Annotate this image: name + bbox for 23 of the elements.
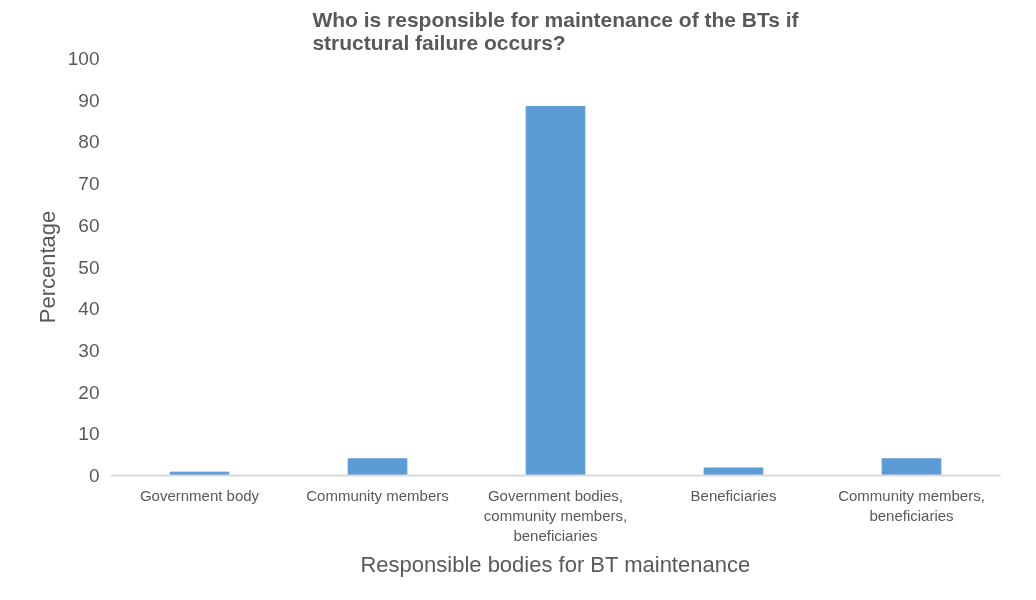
y-tick-label: 40 xyxy=(78,298,100,320)
x-tick-label: Community members, beneficiaries xyxy=(838,486,985,524)
bar xyxy=(881,458,942,476)
y-tick-label: 0 xyxy=(88,465,100,486)
x-axis-title: Responsible bodies for BT maintenance xyxy=(360,552,751,578)
y-tick-label: 80 xyxy=(78,131,100,153)
bar xyxy=(703,467,764,476)
chart-title: Who is responsible for maintenance of the BTs if structural failure occurs? xyxy=(312,7,800,54)
y-tick-label: 100 xyxy=(67,48,100,69)
y-tick-label: 30 xyxy=(78,339,100,361)
y-axis-title: Percentage xyxy=(34,210,60,324)
y-tick-label: 60 xyxy=(78,214,100,236)
y-tick-label: 70 xyxy=(78,173,100,195)
x-tick-label: Government bodies, community members, beneficiaries xyxy=(483,486,628,545)
y-tick-label: 20 xyxy=(78,381,100,403)
bar xyxy=(347,458,408,476)
x-tick-label: Beneficiaries xyxy=(690,486,777,504)
x-tick-label: Community members xyxy=(306,486,449,504)
bar xyxy=(525,105,586,476)
y-tick-label: 50 xyxy=(78,256,100,278)
x-tick-label: Government body xyxy=(139,486,260,504)
y-tick-label: 90 xyxy=(78,89,100,111)
y-tick-label: 10 xyxy=(78,423,100,445)
